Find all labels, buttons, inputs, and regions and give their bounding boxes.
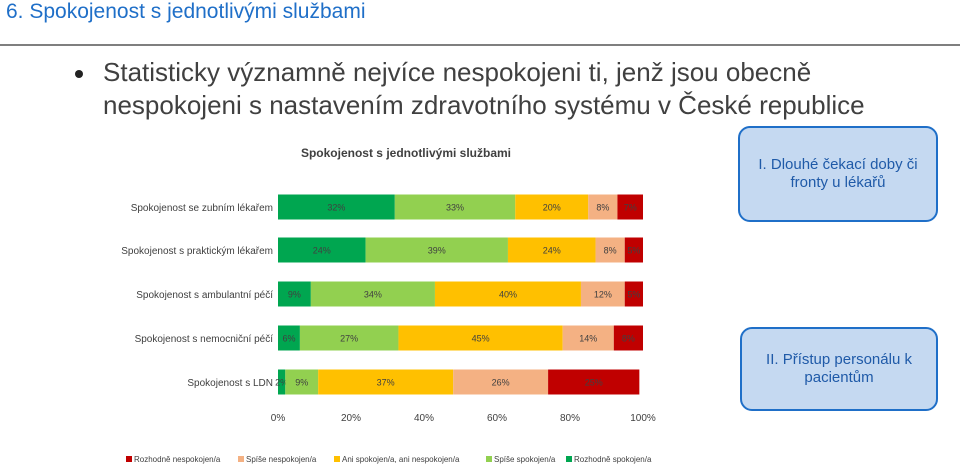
legend-label: Rozhodně nespokojen/a: [134, 455, 221, 464]
bar-segment: [285, 369, 319, 395]
slide-title: 6. Spokojenost s jednotlivými službami: [6, 0, 366, 23]
data-label: 37%: [377, 378, 395, 388]
x-axis: 0% 20% 40% 60% 80% 100%: [271, 413, 656, 424]
data-label: 45%: [472, 334, 490, 344]
data-label: 24%: [313, 246, 331, 256]
x-tick-label: 40%: [414, 413, 434, 424]
bar-segment: [278, 237, 366, 263]
bullet-dot-icon: [75, 70, 83, 78]
bar-segment: [278, 281, 311, 307]
category-label: Spokojenost se zubním lékařem: [131, 203, 273, 214]
data-label: 14%: [579, 334, 597, 344]
data-label: 5%: [627, 290, 640, 300]
legend-swatch: [566, 456, 572, 462]
category-label: Spokojenost s praktickým lékařem: [121, 246, 273, 257]
data-label: 6%: [282, 334, 295, 344]
data-label: 27%: [340, 334, 358, 344]
data-label: 24%: [543, 246, 561, 256]
bar-segment: [515, 194, 589, 220]
bar-segment: [278, 369, 286, 395]
data-label: 20%: [543, 203, 561, 213]
legend-swatch: [238, 456, 244, 462]
data-label: 25%: [585, 378, 603, 388]
x-tick-label: 60%: [487, 413, 507, 424]
callout-text: II. Přístup personálu k pacientům: [766, 351, 912, 386]
category-labels: Spokojenost se zubním lékařem Spokojenost…: [121, 203, 273, 389]
callout-waiting-times: I. Dlouhé čekací doby či fronty u lékařů: [738, 126, 938, 222]
data-label: 8%: [596, 203, 609, 213]
bar-segment: [613, 325, 643, 351]
data-label: 9%: [288, 290, 301, 300]
bullet-text: Statisticky významně nejvíce nespokojeni…: [103, 57, 865, 120]
x-tick-label: 100%: [630, 413, 656, 424]
bullet-point: Statisticky významně nejvíce nespokojeni…: [75, 56, 935, 122]
category-label: Spokojenost s nemocniční péčí: [135, 334, 274, 345]
bar-segment: [365, 237, 508, 263]
data-label: 32%: [327, 203, 345, 213]
data-label: 33%: [446, 203, 464, 213]
legend-swatch: [486, 456, 492, 462]
data-label: 34%: [364, 290, 382, 300]
data-label: 7%: [624, 203, 637, 213]
bar-segment: [299, 325, 399, 351]
bar-segment: [434, 281, 581, 307]
legend-label: Ani spokojen/a, ani nespokojen/a: [342, 455, 460, 464]
data-label: 40%: [499, 290, 517, 300]
legend: Rozhodně nespokojen/a Spíše nespokojen/a A…: [126, 455, 652, 464]
bar-segment: [507, 237, 596, 263]
title-divider: [0, 44, 960, 46]
bar-segment: [562, 325, 614, 351]
callout-text: I. Dlouhé čekací doby či fronty u lékařů: [758, 156, 918, 191]
legend-label: Spíše spokojen/a: [494, 455, 556, 464]
bar-segment: [617, 194, 643, 220]
legend-swatch: [334, 456, 340, 462]
bar-segment: [580, 281, 625, 307]
bar-segment: [278, 194, 395, 220]
legend-label: Spíše nespokojen/a: [246, 455, 317, 464]
bar-segment: [278, 325, 300, 351]
data-label: 2%: [275, 378, 288, 388]
bar-segment: [588, 194, 618, 220]
category-label: Spokojenost s LDN: [187, 378, 273, 389]
bar-segment: [595, 237, 625, 263]
x-tick-label: 80%: [560, 413, 580, 424]
data-label: 39%: [428, 246, 446, 256]
data-label: 26%: [492, 378, 510, 388]
bars-group: 32% 33% 20% 8% 7% 24% 39% 24% 8% 5% 9% 34% 40% 12% 5% 6…: [275, 194, 643, 395]
data-label: 5%: [627, 246, 640, 256]
bar-segment: [548, 369, 640, 395]
bar-segment: [394, 194, 516, 220]
legend-swatch: [126, 456, 132, 462]
data-label: 8%: [604, 246, 617, 256]
legend-label: Rozhodně spokojen/a: [574, 455, 652, 464]
callout-staff-approach: II. Přístup personálu k pacientům: [740, 327, 938, 411]
bar-segment: [318, 369, 454, 395]
bar-segment: [398, 325, 563, 351]
chart-title: Spokojenost s jednotlivými službami: [301, 146, 511, 160]
bar-segment: [624, 281, 643, 307]
data-label: 9%: [295, 378, 308, 388]
x-tick-label: 0%: [271, 413, 286, 424]
category-label: Spokojenost s ambulantní péčí: [136, 290, 273, 301]
data-label: 12%: [594, 290, 612, 300]
data-label: 8%: [622, 334, 635, 344]
bar-segment: [310, 281, 435, 307]
bar-segment: [453, 369, 549, 395]
x-tick-label: 20%: [341, 413, 361, 424]
bar-segment: [624, 237, 643, 263]
